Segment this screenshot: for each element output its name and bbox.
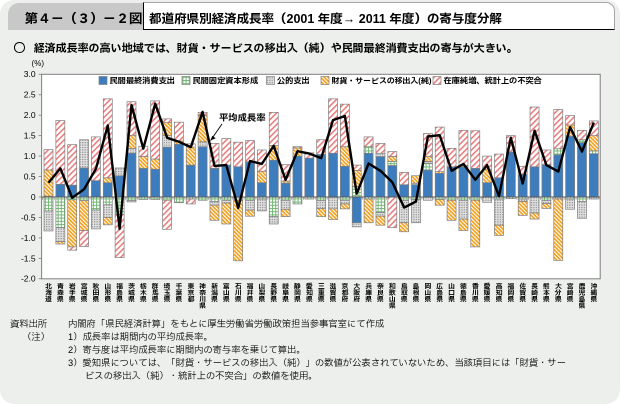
svg-text:0: 0 — [31, 192, 36, 202]
svg-text:(%): (%) — [32, 59, 45, 68]
svg-text:島根県: 島根県 — [412, 282, 420, 304]
svg-text:栃木県: 栃木県 — [139, 283, 147, 304]
svg-text:0.5: 0.5 — [24, 171, 36, 181]
svg-text:兵庫県: 兵庫県 — [364, 283, 373, 304]
svg-text:岩手県: 岩手県 — [68, 283, 76, 304]
svg-text:財貨・サービスの移出入(純): 財貨・サービスの移出入(純) — [332, 76, 432, 86]
svg-text:岡山県: 岡山県 — [424, 284, 432, 304]
svg-text:長崎県: 長崎県 — [530, 284, 538, 304]
svg-text:在庫純増、統計上の不突合: 在庫純増、統計上の不突合 — [444, 76, 542, 86]
svg-text:公的支出: 公的支出 — [277, 76, 311, 86]
svg-text:石川県: 石川県 — [234, 284, 242, 304]
svg-text:徳島県: 徳島県 — [459, 282, 468, 304]
svg-text:埼玉県: 埼玉県 — [163, 283, 171, 304]
svg-text:1.0: 1.0 — [24, 151, 36, 161]
svg-text:愛媛県: 愛媛県 — [483, 283, 491, 304]
svg-text:2.0: 2.0 — [24, 110, 36, 120]
svg-text:福岡県: 福岡県 — [506, 283, 514, 304]
svg-text:静岡県: 静岡県 — [293, 282, 301, 304]
svg-text:鹿児島県: 鹿児島県 — [578, 283, 586, 311]
svg-text:山口県: 山口県 — [447, 284, 455, 304]
svg-text:宮城県: 宮城県 — [80, 283, 88, 304]
svg-text:京都府: 京都府 — [341, 283, 349, 304]
svg-text:-1.0: -1.0 — [21, 233, 36, 243]
svg-text:香川県: 香川県 — [471, 283, 479, 304]
svg-text:高知県: 高知県 — [495, 283, 503, 304]
svg-text:福島県: 福島県 — [115, 283, 123, 304]
svg-text:東京都: 東京都 — [186, 283, 194, 304]
svg-text:民間最終消費支出: 民間最終消費支出 — [110, 76, 176, 86]
svg-text:熊本県: 熊本県 — [542, 283, 550, 304]
svg-text:佐賀県: 佐賀県 — [518, 283, 526, 304]
svg-text:大阪府: 大阪府 — [352, 284, 360, 304]
svg-text:群馬県: 群馬県 — [151, 283, 159, 304]
svg-text:2.5: 2.5 — [24, 90, 36, 100]
svg-text:3.0: 3.0 — [24, 69, 36, 79]
svg-text:奈良県: 奈良県 — [376, 283, 384, 304]
svg-text:民間固定資本形成: 民間固定資本形成 — [193, 76, 259, 86]
svg-text:岐阜県: 岐阜県 — [281, 283, 289, 304]
svg-text:新潟県: 新潟県 — [210, 283, 218, 304]
svg-text:和歌山県: 和歌山県 — [388, 283, 396, 311]
svg-text:秋田県: 秋田県 — [92, 282, 100, 304]
svg-text:三重県: 三重県 — [317, 284, 325, 304]
svg-text:千葉県: 千葉県 — [175, 283, 183, 304]
svg-text:-0.5: -0.5 — [21, 212, 36, 222]
svg-text:沖縄県: 沖縄県 — [589, 282, 597, 304]
svg-text:平均成長率: 平均成長率 — [219, 112, 266, 123]
svg-text:滋賀県: 滋賀県 — [329, 283, 337, 304]
svg-text:青森県: 青森県 — [56, 283, 64, 304]
svg-text:茨城県: 茨城県 — [127, 283, 135, 304]
svg-text:福井県: 福井県 — [246, 283, 254, 304]
svg-text:北海道: 北海道 — [45, 283, 52, 304]
svg-text:-1.5: -1.5 — [21, 253, 36, 263]
svg-text:山形県: 山形県 — [103, 284, 111, 304]
svg-text:山梨県: 山梨県 — [258, 284, 266, 304]
svg-text:1.5: 1.5 — [24, 131, 36, 141]
svg-text:広島県: 広島県 — [435, 283, 443, 304]
svg-text:宮崎県: 宮崎県 — [566, 283, 574, 304]
svg-text:大分県: 大分県 — [554, 284, 562, 304]
svg-text:鳥取県: 鳥取県 — [400, 282, 408, 304]
svg-text:-2.0: -2.0 — [21, 274, 36, 284]
svg-text:愛知県: 愛知県 — [305, 283, 313, 304]
svg-text:神奈川県: 神奈川県 — [198, 283, 206, 311]
svg-text:富山県: 富山県 — [222, 283, 230, 304]
svg-text:長野県: 長野県 — [269, 284, 277, 304]
